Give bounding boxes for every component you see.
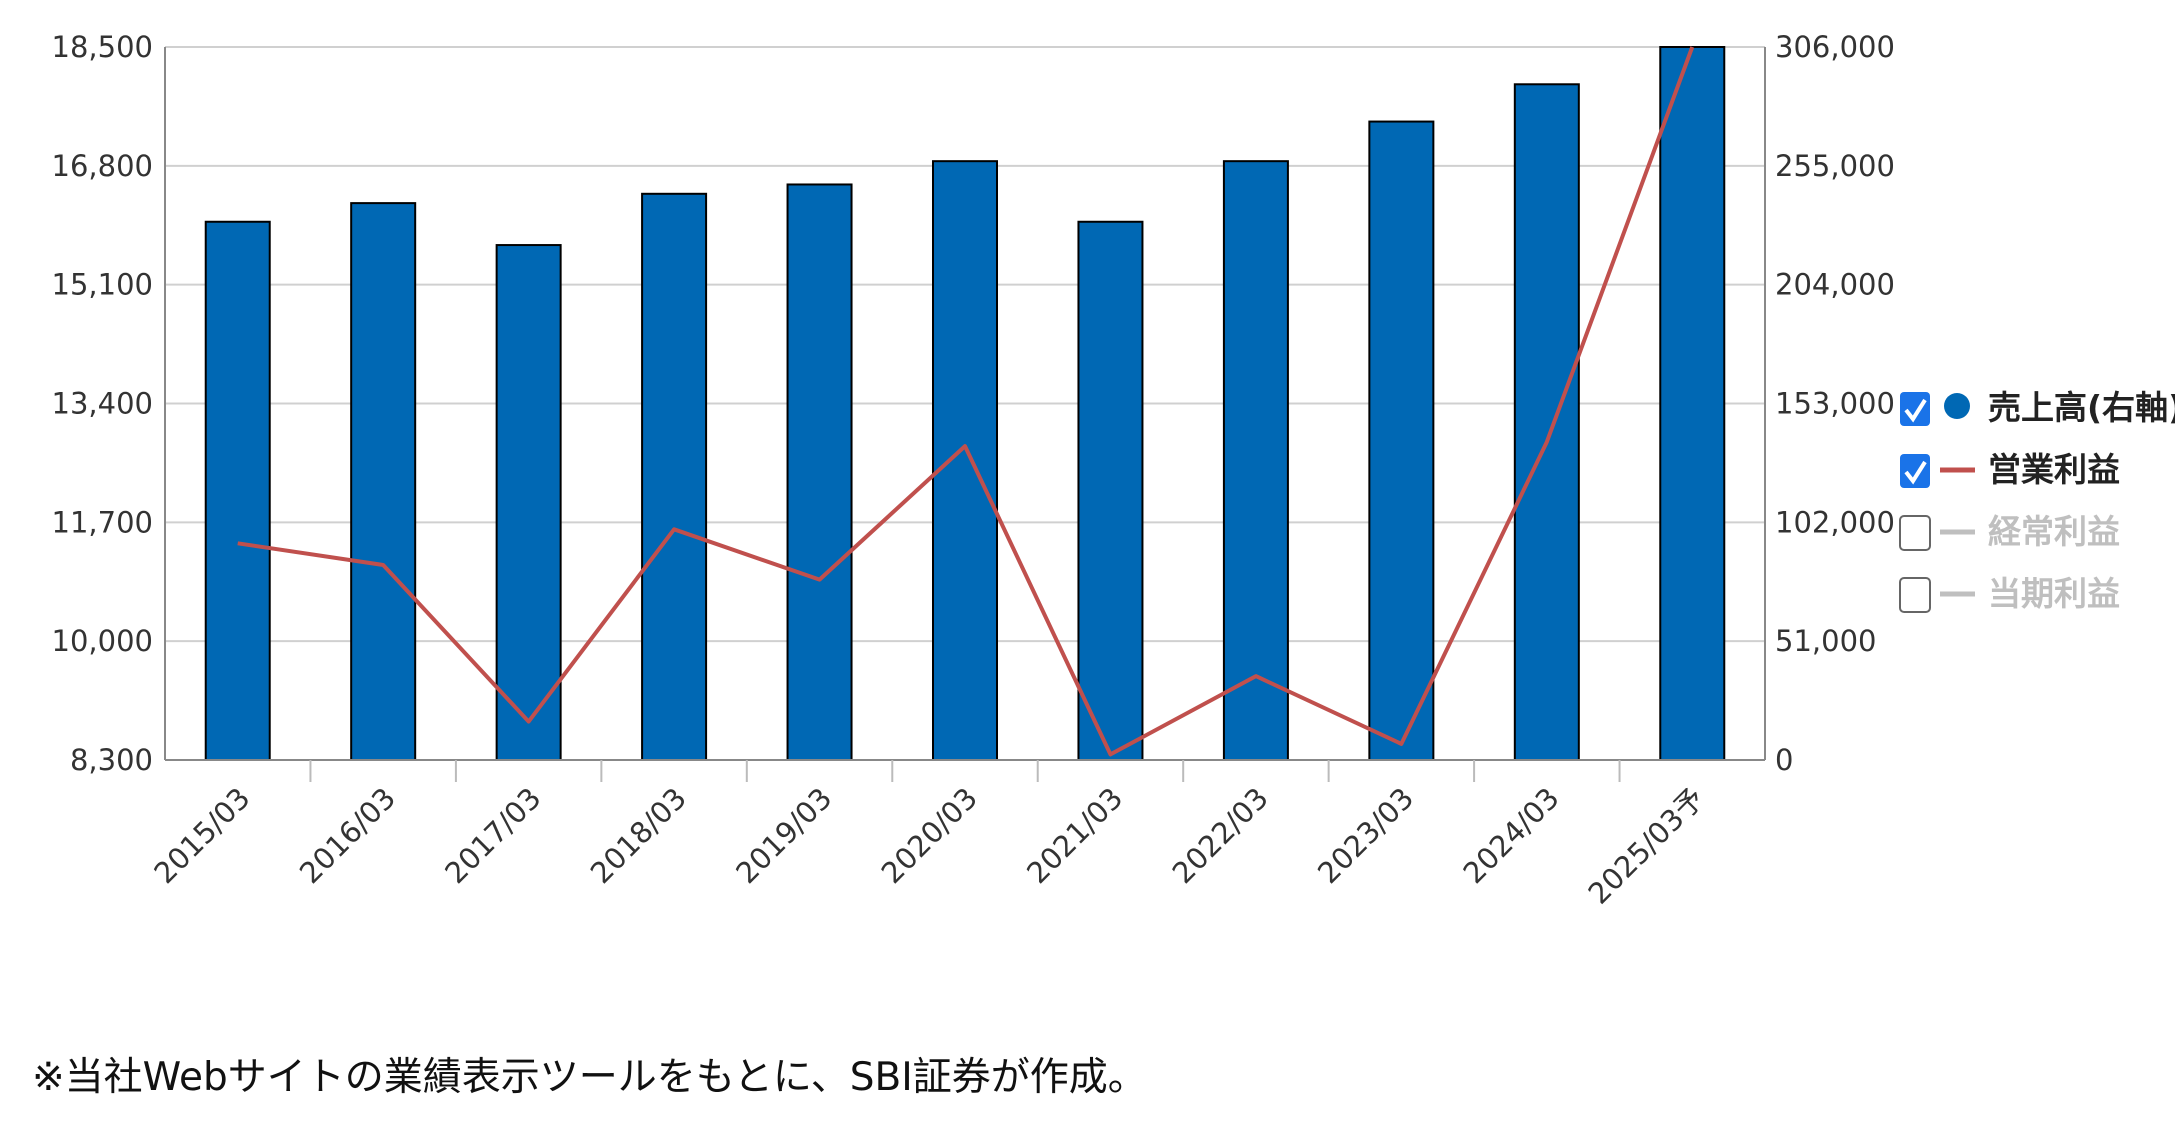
legend-label: 当期利益 xyxy=(1988,574,2120,613)
left-axis-tick-label: 18,500 xyxy=(52,30,153,64)
legend-item[interactable]: 売上高(右軸) xyxy=(1900,388,2175,427)
legend-item[interactable]: 経常利益 xyxy=(1899,512,2120,551)
bar xyxy=(786,183,853,761)
x-axis-tick-label: 2016/03 xyxy=(293,781,402,890)
checkbox-unchecked[interactable] xyxy=(1899,577,1931,613)
bar xyxy=(1222,160,1289,761)
bar xyxy=(495,244,562,762)
bar xyxy=(1368,120,1435,762)
left-axis-tick-label: 11,700 xyxy=(52,505,153,539)
left-axis-tick-label: 15,100 xyxy=(52,268,153,302)
x-axis-tick-label: 2025/03予 xyxy=(1581,781,1711,911)
left-axis-tick-label: 16,800 xyxy=(52,149,153,183)
x-axis-tick-label: 2019/03 xyxy=(729,781,838,890)
bar xyxy=(1513,83,1580,761)
bar xyxy=(1659,46,1726,761)
chart: 8,300 10,000 11,700 13,400 15,100 16,800 18,50… xyxy=(52,30,2175,911)
checkbox-unchecked[interactable] xyxy=(1899,515,1931,551)
bar xyxy=(641,192,708,761)
left-axis-tick-label: 8,300 xyxy=(70,743,153,777)
left-axis-tick-label: 10,000 xyxy=(52,624,153,658)
legend-label: 経常利益 xyxy=(1988,512,2120,551)
right-axis-tick-label: 255,000 xyxy=(1775,149,1895,183)
bar-series xyxy=(204,46,1726,762)
footnote: ※当社Webサイトの業績表示ツールをもとに、SBI証券が作成。 xyxy=(32,1055,1147,1100)
x-axis-tick-label: 2020/03 xyxy=(875,781,984,890)
series-line-operating-profit xyxy=(237,46,1695,757)
left-axis: 8,300 10,000 11,700 13,400 15,100 16,800 18,50… xyxy=(52,30,166,777)
x-axis: 2015/03 2016/03 2017/03 2018/03 2019/03 2020/… xyxy=(147,759,1765,911)
right-axis-tick-label: 153,000 xyxy=(1775,387,1895,421)
right-axis: 0 51,000 102,000 153,000 204,000 255,000 306,0… xyxy=(1764,30,1895,777)
x-axis-tick-label: 2017/03 xyxy=(438,781,547,890)
line-series xyxy=(237,46,1695,757)
bar xyxy=(932,160,998,761)
checkbox-checked[interactable] xyxy=(1900,392,1930,426)
x-axis-tick-label: 2015/03 xyxy=(147,781,256,890)
legend-label: 売上高(右軸) xyxy=(1988,388,2175,427)
x-axis-tick-label: 2022/03 xyxy=(1166,781,1275,890)
right-axis-tick-label: 51,000 xyxy=(1775,624,1876,658)
bar xyxy=(350,202,417,761)
left-axis-tick-label: 13,400 xyxy=(52,387,153,421)
x-axis-tick-label: 2023/03 xyxy=(1311,781,1420,890)
x-axis-tick-label: 2024/03 xyxy=(1457,781,1566,890)
check-icon xyxy=(1904,460,1927,485)
check-icon xyxy=(1904,398,1927,423)
x-axis-tick-label: 2018/03 xyxy=(584,781,693,890)
legend-item[interactable]: 当期利益 xyxy=(1899,574,2120,613)
x-axis-tick-label: 2021/03 xyxy=(1020,781,1129,890)
right-axis-tick-label: 0 xyxy=(1775,743,1793,777)
checkbox-checked[interactable] xyxy=(1900,454,1930,488)
right-axis-tick-label: 204,000 xyxy=(1775,268,1895,302)
right-axis-tick-label: 102,000 xyxy=(1775,505,1895,539)
bar xyxy=(204,220,271,762)
legend-circle-marker xyxy=(1944,393,1970,419)
bar xyxy=(1077,220,1144,762)
legend-label: 営業利益 xyxy=(1988,450,2120,489)
right-axis-tick-label: 306,000 xyxy=(1775,30,1895,64)
legend-item[interactable]: 営業利益 xyxy=(1900,450,2120,489)
